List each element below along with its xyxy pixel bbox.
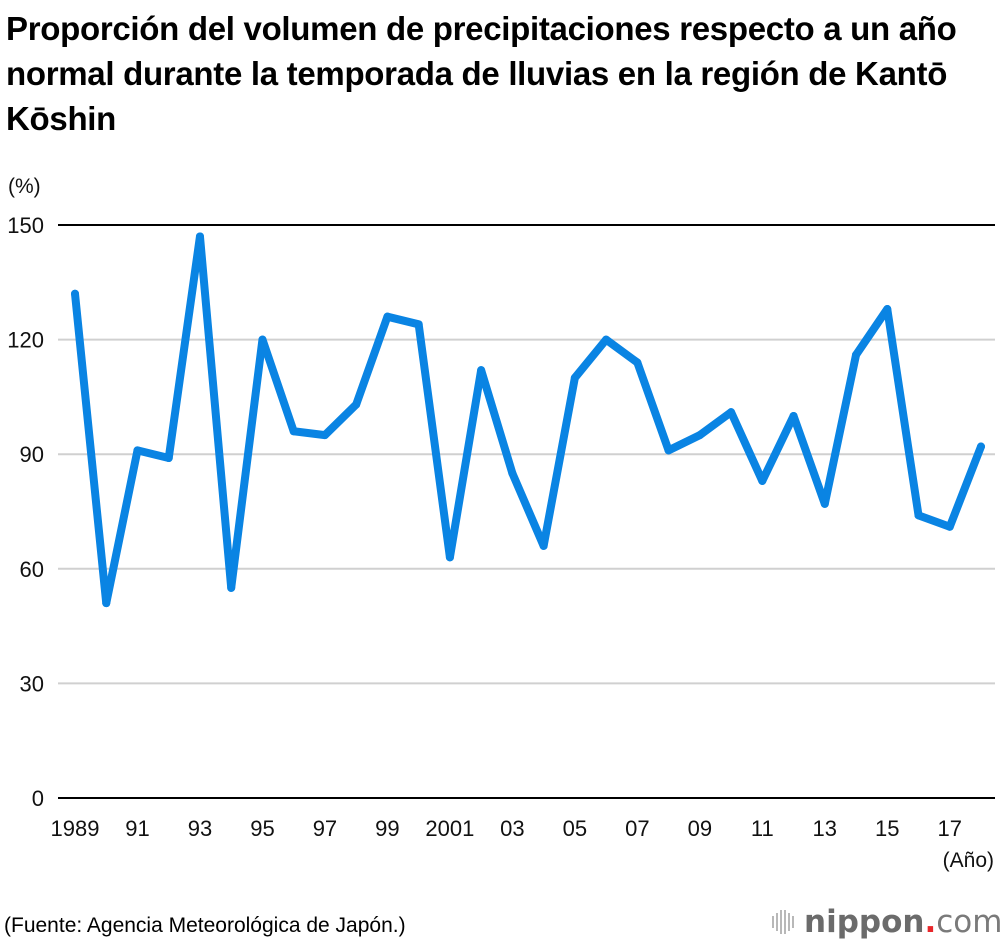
series-line: [71, 232, 985, 608]
x-tick-label: 91: [125, 816, 149, 841]
data-point: [227, 583, 236, 592]
y-tick-label: 150: [7, 213, 44, 238]
x-tick-label: 13: [813, 816, 837, 841]
data-point: [695, 431, 704, 440]
data-point: [727, 408, 736, 417]
data-point: [508, 469, 517, 478]
data-point: [539, 541, 548, 550]
logo-brand: nippon: [804, 904, 925, 940]
source-note: (Fuente: Agencia Meteorológica de Japón.…: [4, 914, 406, 937]
data-point: [883, 305, 892, 314]
y-tick-label: 120: [7, 328, 44, 353]
data-point: [414, 320, 423, 329]
y-axis-unit-label: (%): [8, 175, 41, 198]
data-point: [914, 511, 923, 520]
data-point: [258, 335, 267, 344]
x-tick-label: 09: [688, 816, 712, 841]
y-tick-label: 30: [20, 671, 44, 696]
data-point: [820, 499, 829, 508]
data-point: [383, 312, 392, 321]
logo-tld: com: [936, 904, 1000, 940]
data-point: [164, 454, 173, 463]
x-tick-label: 93: [188, 816, 212, 841]
y-tick-label: 90: [20, 442, 44, 467]
x-tick-label: 07: [625, 816, 649, 841]
x-tick-label: 05: [563, 816, 587, 841]
x-tick-label: 15: [875, 816, 899, 841]
sound-bars-icon: [772, 910, 794, 934]
data-point: [945, 522, 954, 531]
y-tick-label: 60: [20, 557, 44, 582]
data-point: [195, 232, 204, 241]
data-point: [758, 476, 767, 485]
x-tick-label: 03: [500, 816, 524, 841]
x-tick-label: 95: [250, 816, 274, 841]
data-point: [320, 431, 329, 440]
data-point: [445, 553, 454, 562]
series-group: [71, 232, 985, 608]
x-axis-ticks: 1989 91 93 95 97 99 2001 03 05 07 09 11 13 15 17: [51, 816, 962, 841]
data-point: [289, 427, 298, 436]
x-tick-label: 1989: [51, 816, 100, 841]
data-point: [352, 400, 361, 409]
data-point: [570, 373, 579, 382]
data-point: [477, 366, 486, 375]
data-point: [133, 446, 142, 455]
data-point: [602, 335, 611, 344]
data-point: [71, 289, 79, 298]
chart-title: Proporción del volumen de precipitacione…: [6, 10, 957, 137]
data-point: [102, 599, 111, 608]
x-tick-label: 97: [313, 816, 337, 841]
data-point: [633, 358, 642, 367]
y-axis-ticks: 0 30 60 90 120 150: [7, 213, 44, 811]
y-tick-label: 0: [32, 786, 44, 811]
data-point: [789, 412, 798, 420]
x-tick-label: 11: [751, 816, 774, 841]
x-tick-label: 2001: [425, 816, 474, 841]
x-tick-label: 99: [375, 816, 399, 841]
x-axis-unit-label: (Año): [943, 849, 994, 872]
data-point: [664, 446, 673, 455]
nippon-logo[interactable]: nippon.com: [772, 902, 1000, 942]
data-point: [852, 350, 861, 359]
logo-dot: .: [924, 904, 937, 940]
logo-wordmark: nippon.com: [804, 904, 1000, 940]
x-tick-label: 17: [938, 816, 962, 841]
data-point: [977, 442, 985, 451]
